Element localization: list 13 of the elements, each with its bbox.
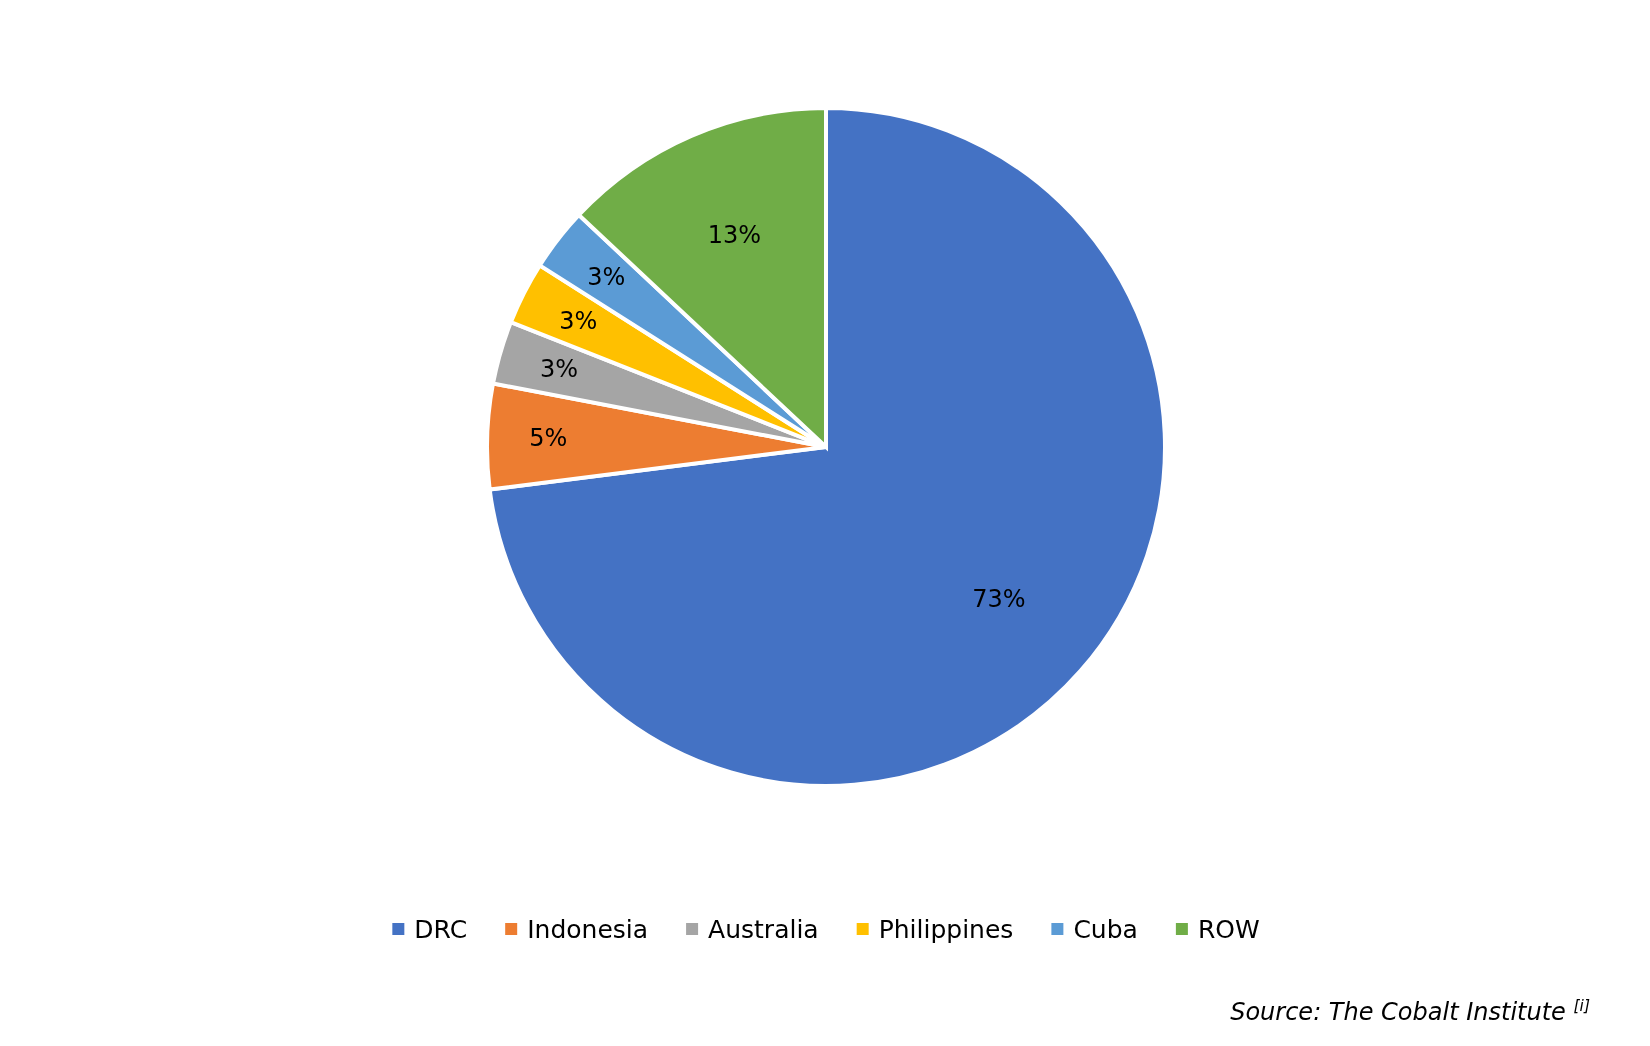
data-label: 5% bbox=[529, 424, 568, 453]
data-label: 3% bbox=[540, 355, 579, 384]
legend-label: DRC bbox=[414, 914, 468, 944]
data-label: 13% bbox=[707, 221, 762, 250]
data-label: 73% bbox=[972, 585, 1026, 614]
legend-label: Philippines bbox=[878, 914, 1014, 944]
legend-label: Indonesia bbox=[527, 914, 649, 944]
legend-label: Australia bbox=[708, 914, 819, 944]
legend-label: Cuba bbox=[1073, 914, 1138, 944]
data-label: 3% bbox=[587, 262, 626, 291]
source-note: Source: The Cobalt Institute $^{[i]}$ bbox=[1230, 997, 1590, 1026]
data-label: 3% bbox=[559, 306, 598, 335]
legend-label: ROW bbox=[1197, 914, 1260, 944]
